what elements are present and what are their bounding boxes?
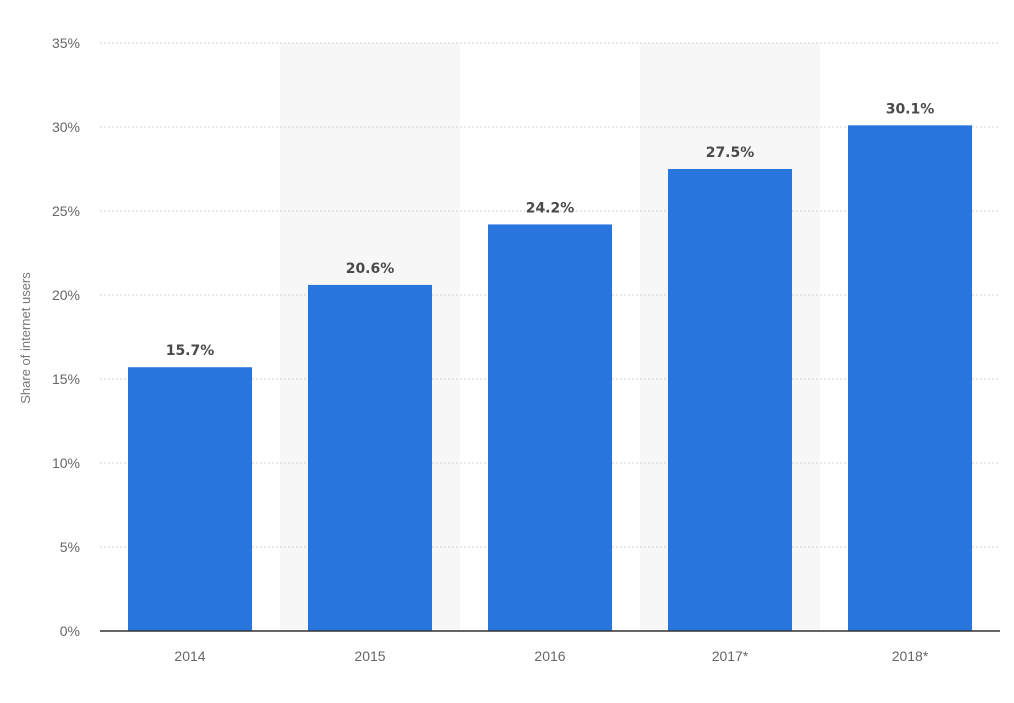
bar[interactable] [848, 125, 972, 631]
x-tick-label: 2014 [174, 648, 205, 664]
bar[interactable] [668, 169, 792, 631]
data-label: 27.5% [706, 145, 755, 161]
y-tick-label: 5% [60, 539, 80, 555]
bar[interactable] [488, 224, 612, 631]
x-tick-label: 2018* [892, 648, 929, 664]
y-tick-label: 25% [52, 203, 80, 219]
y-axis-ticks: 0% 5% 10% 15% 20% 25% 30% 35% [52, 35, 80, 639]
x-tick-label: 2015 [354, 648, 385, 664]
data-label: 30.1% [886, 101, 935, 117]
bar[interactable] [308, 284, 432, 631]
y-tick-label: 35% [52, 35, 80, 51]
data-labels: 15.7% 20.6% 24.2% 27.5% 30.1% [166, 101, 935, 359]
y-tick-label: 30% [52, 119, 80, 135]
x-tick-label: 2017* [712, 648, 749, 664]
x-axis-ticks: 2014 2015 2016 2017* 2018* [174, 648, 928, 664]
y-tick-label: 15% [52, 371, 80, 387]
bars [128, 125, 972, 631]
data-label: 15.7% [166, 343, 215, 359]
y-tick-label: 10% [52, 455, 80, 471]
y-tick-label: 0% [60, 623, 80, 639]
data-label: 20.6% [346, 261, 395, 277]
y-tick-label: 20% [52, 287, 80, 303]
bar[interactable] [128, 367, 252, 631]
y-axis-title: Share of internet users [18, 272, 33, 404]
x-tick-label: 2016 [534, 648, 565, 664]
data-label: 24.2% [526, 200, 575, 216]
